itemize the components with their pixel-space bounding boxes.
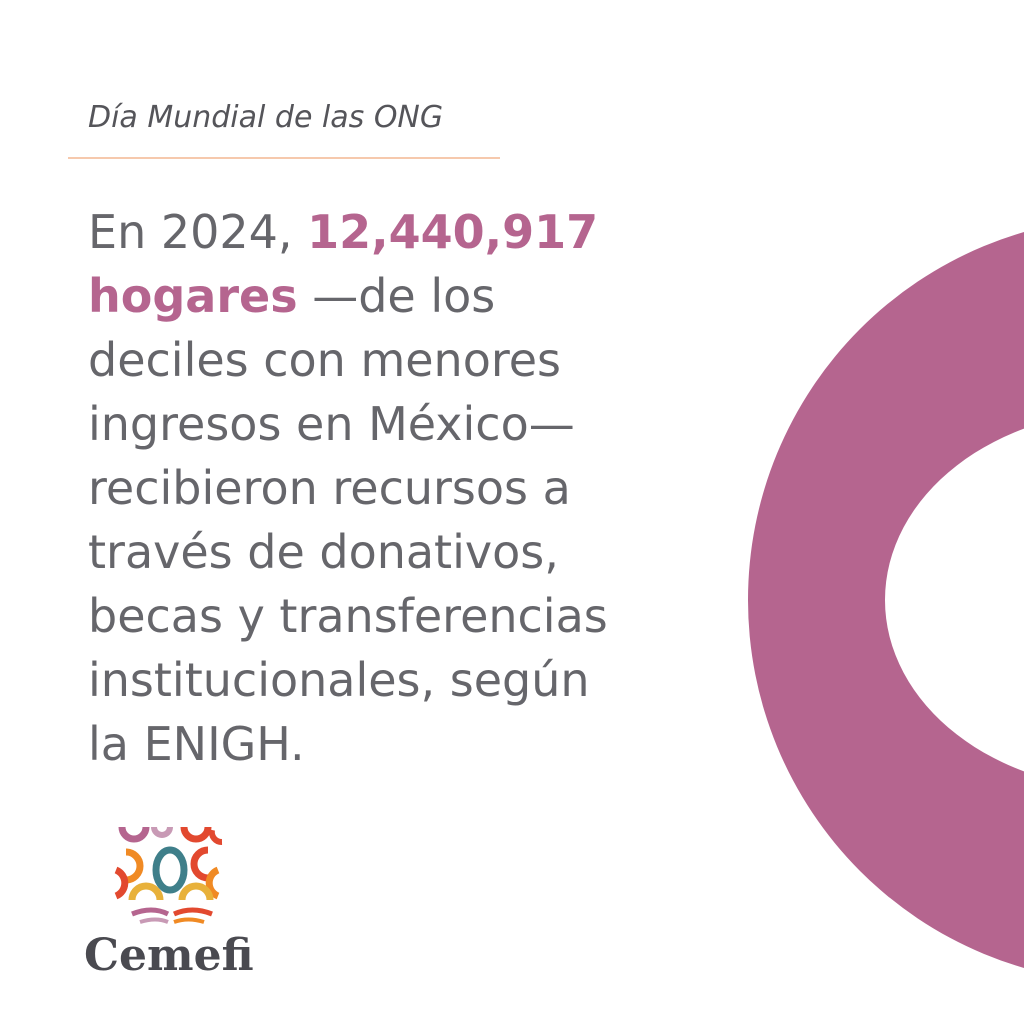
text-segment: través de donativos, xyxy=(88,525,559,579)
header-title: Día Mundial de las ONG xyxy=(88,100,444,135)
text-segment: institucionales, según xyxy=(88,653,590,707)
body-text: En 2024, 12,440,917 hogares —de los decile… xyxy=(88,200,608,776)
text-line: ingresos en México— xyxy=(88,392,608,456)
text-segment: ingresos en México— xyxy=(88,397,575,451)
divider xyxy=(68,157,500,159)
text-segment: —de los xyxy=(297,269,496,323)
text-segment: la ENIGH. xyxy=(88,717,305,771)
text-line: través de donativos, xyxy=(88,520,608,584)
logo-name: Cemefi xyxy=(84,930,254,981)
highlight-text: hogares xyxy=(88,269,298,323)
text-line: institucionales, según xyxy=(88,648,608,712)
logo-mark xyxy=(114,826,223,924)
text-line: becas y transferencias xyxy=(88,584,608,648)
text-line: hogares —de los xyxy=(88,264,608,328)
highlight-text: 12,440,917 xyxy=(307,205,599,259)
text-segment: becas y transferencias xyxy=(88,589,608,643)
text-segment: deciles con menores xyxy=(88,333,562,387)
text-line: deciles con menores xyxy=(88,328,608,392)
text-segment: recibieron recursos a xyxy=(88,461,571,515)
text-segment: En 2024, xyxy=(88,205,308,259)
text-line: la ENIGH. xyxy=(88,712,608,776)
text-line: recibieron recursos a xyxy=(88,456,608,520)
text-line: En 2024, 12,440,917 xyxy=(88,200,608,264)
